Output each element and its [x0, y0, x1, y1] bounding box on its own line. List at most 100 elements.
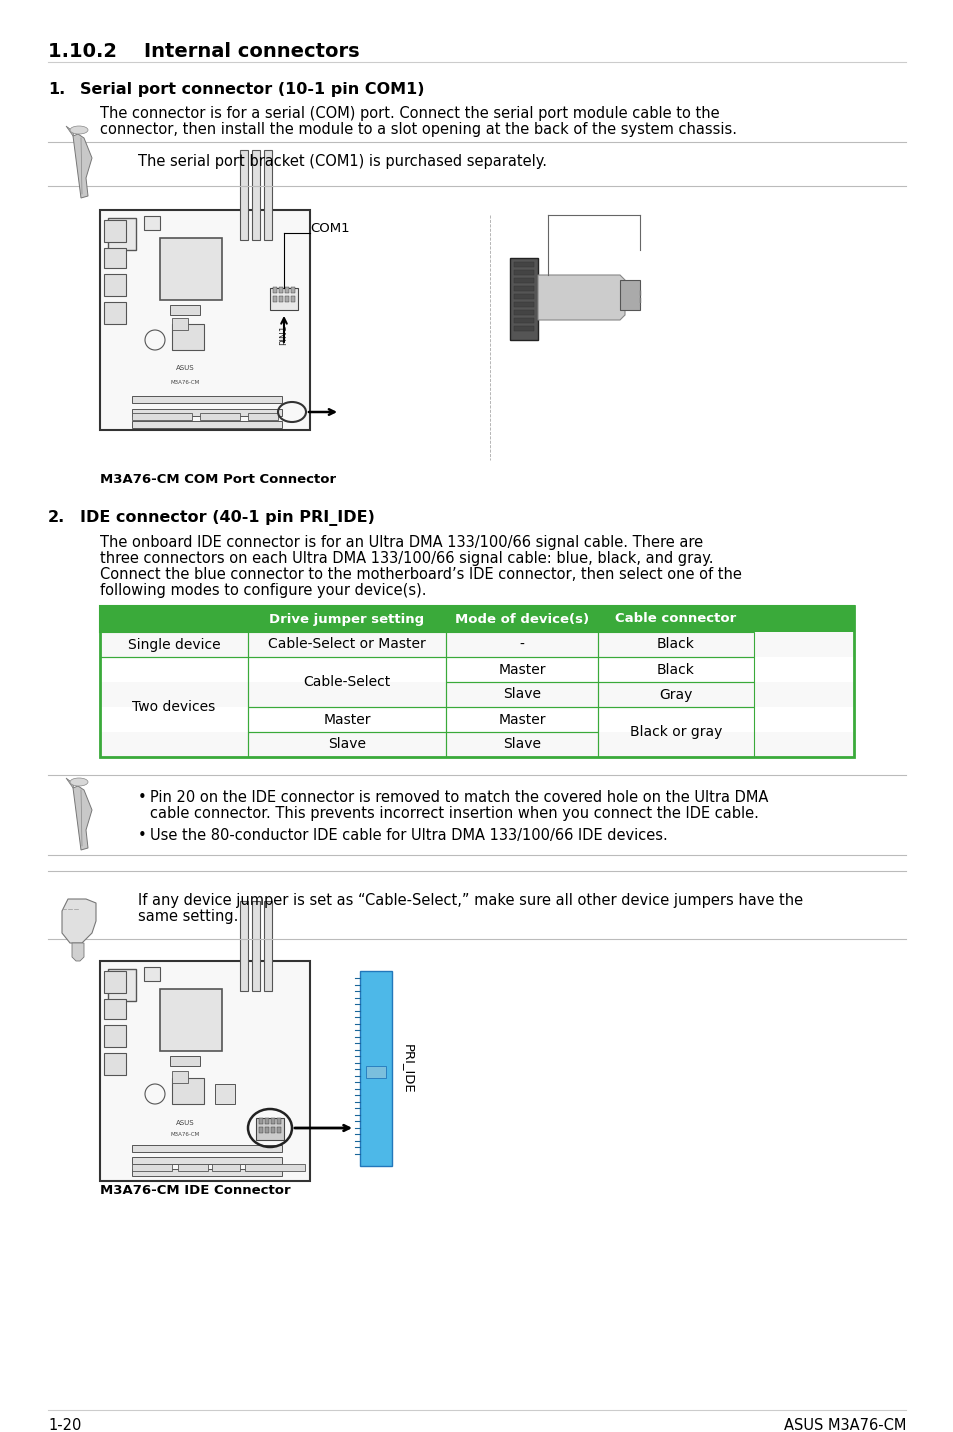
Text: Slave: Slave — [502, 687, 540, 702]
Bar — [104, 248, 126, 268]
Bar — [514, 326, 534, 331]
Bar — [285, 296, 289, 302]
Bar — [104, 1053, 126, 1075]
Bar — [264, 901, 272, 991]
Text: Slave: Slave — [328, 737, 366, 752]
Bar — [265, 1118, 269, 1124]
Text: three connectors on each Ultra DMA 133/100/66 signal cable: blue, black, and gra: three connectors on each Ultra DMA 133/1… — [100, 551, 713, 566]
Bar — [255, 1118, 284, 1140]
Text: Gray: Gray — [659, 687, 692, 702]
Bar — [132, 410, 282, 417]
Bar — [172, 1078, 204, 1104]
Text: Black: Black — [657, 637, 694, 652]
Bar — [598, 632, 753, 657]
Text: M3A76-CM: M3A76-CM — [171, 379, 199, 385]
Text: If any device jumper is set as “Cable-Select,” make sure all other device jumper: If any device jumper is set as “Cable-Se… — [138, 894, 802, 908]
Bar — [100, 632, 248, 657]
Bar — [178, 1164, 208, 1171]
Bar — [212, 1164, 240, 1171]
Polygon shape — [73, 786, 91, 851]
Bar — [270, 288, 297, 309]
Bar — [619, 281, 639, 309]
Bar — [104, 1000, 126, 1020]
Bar — [598, 707, 753, 758]
Bar — [100, 682, 853, 707]
Bar — [514, 318, 534, 324]
Text: Master: Master — [497, 713, 545, 726]
Bar — [108, 218, 136, 251]
Bar — [132, 1169, 282, 1176]
Bar — [264, 150, 272, 241]
Bar — [132, 1146, 282, 1151]
Bar — [271, 1127, 274, 1133]
Bar — [245, 1164, 305, 1171]
Bar — [514, 262, 534, 266]
Bar — [172, 318, 188, 329]
Bar — [100, 632, 853, 657]
Text: ASUS: ASUS — [175, 1120, 194, 1126]
Text: Connect the blue connector to the motherboard’s IDE connector, then select one o: Connect the blue connector to the mother… — [100, 567, 741, 581]
Text: •: • — [138, 828, 147, 843]
Bar — [265, 1127, 269, 1133]
Text: cable connector. This prevents incorrect insertion when you connect the IDE cabl: cable connector. This prevents incorrect… — [150, 806, 758, 821]
Bar — [258, 1118, 263, 1124]
Bar — [240, 901, 248, 991]
Bar — [100, 657, 853, 682]
Text: Single device: Single device — [128, 637, 220, 652]
Bar — [160, 990, 222, 1051]
Text: Cable-Select: Cable-Select — [303, 674, 390, 689]
Bar — [273, 286, 276, 294]
Text: following modes to configure your device(s).: following modes to configure your device… — [100, 583, 426, 599]
Bar — [446, 657, 598, 682]
Text: Cable-Select or Master: Cable-Select or Master — [268, 637, 425, 652]
Bar — [248, 412, 277, 420]
Polygon shape — [71, 944, 84, 961]
Text: Drive jumper setting: Drive jumper setting — [269, 613, 424, 626]
Bar — [100, 961, 310, 1181]
Bar — [100, 211, 310, 430]
Text: COM1: COM1 — [310, 222, 349, 235]
Text: ASUS: ASUS — [175, 365, 194, 371]
Ellipse shape — [70, 126, 88, 135]
Bar — [132, 1164, 172, 1171]
Bar — [248, 732, 446, 758]
Bar — [132, 412, 192, 420]
Bar — [285, 286, 289, 294]
Bar — [170, 1055, 200, 1065]
Bar — [446, 682, 598, 707]
Bar — [514, 271, 534, 275]
Bar — [132, 1157, 282, 1164]
Bar — [248, 657, 446, 707]
Polygon shape — [73, 135, 91, 198]
Bar — [514, 286, 534, 291]
Text: Use the 80-conductor IDE cable for Ultra DMA 133/100/66 IDE devices.: Use the 80-conductor IDE cable for Ultra… — [150, 828, 667, 843]
Bar — [170, 305, 200, 315]
Text: Pin 20 on the IDE connector is removed to match the covered hole on the Ultra DM: Pin 20 on the IDE connector is removed t… — [150, 790, 767, 805]
Bar — [104, 1025, 126, 1047]
Bar — [359, 971, 392, 1166]
Bar — [132, 421, 282, 428]
Bar — [514, 294, 534, 299]
Bar — [276, 1127, 281, 1133]
Bar — [104, 221, 126, 242]
Text: M3A76-CM IDE Connector: M3A76-CM IDE Connector — [100, 1184, 291, 1197]
Text: Black or gray: Black or gray — [629, 725, 721, 739]
Bar — [252, 150, 260, 241]
Bar — [100, 657, 248, 758]
Text: Master: Master — [323, 713, 371, 726]
Bar — [104, 302, 126, 324]
Text: 2.: 2. — [48, 510, 65, 526]
Bar — [172, 1071, 188, 1083]
Text: 1.10.2    Internal connectors: 1.10.2 Internal connectors — [48, 42, 359, 62]
Bar — [100, 732, 853, 758]
Polygon shape — [66, 778, 74, 788]
Text: M3A76-CM COM Port Connector: M3A76-CM COM Port Connector — [100, 473, 335, 485]
Polygon shape — [62, 899, 96, 944]
Bar — [278, 286, 283, 294]
Bar — [252, 901, 260, 991]
Text: Slave: Slave — [502, 737, 540, 752]
Bar — [366, 1065, 386, 1078]
Bar — [271, 1118, 274, 1124]
Text: connector, then install the module to a slot opening at the back of the system c: connector, then install the module to a … — [100, 122, 737, 137]
Text: Master: Master — [497, 663, 545, 676]
